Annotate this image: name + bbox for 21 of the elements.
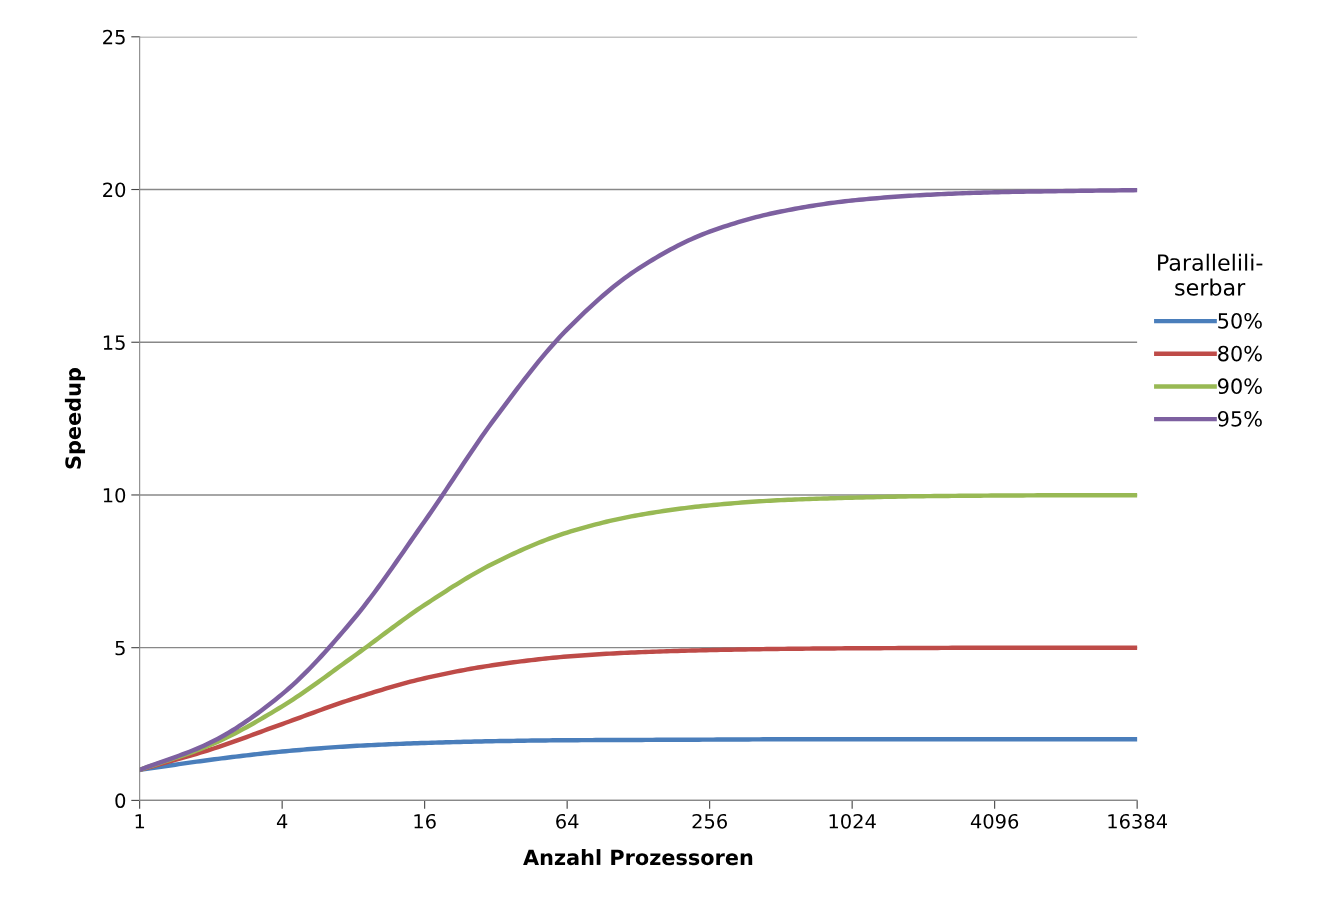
x-tick-label: 256 (692, 813, 727, 829)
x-tick-label: 4096 (970, 813, 1019, 829)
legend-label: 90% (1218, 378, 1262, 395)
x-tick-label: 64 (556, 813, 579, 829)
y-tick-label: 20 (103, 182, 126, 198)
y-axis-title: Speedup (64, 368, 86, 469)
x-tick-label: 16 (414, 813, 436, 829)
x-axis-title: Anzahl Prozessoren (523, 849, 753, 866)
x-tick-label: 16384 (1108, 813, 1167, 829)
y-tick-label: 0 (115, 793, 126, 809)
y-tick-label: 25 (103, 29, 125, 45)
x-tick-label: 1024 (829, 813, 876, 829)
y-tick-label: 5 (115, 640, 125, 656)
x-tick-label: 1 (135, 814, 145, 829)
x-tick-label: 4 (276, 814, 288, 829)
y-tick-label: 10 (103, 487, 126, 503)
legend-label: 95% (1218, 410, 1262, 427)
legend-label: 50% (1218, 312, 1262, 329)
legend-label: 80% (1218, 345, 1262, 362)
legend-title: Parallelili- serbar (1158, 253, 1263, 296)
y-tick-label: 15 (103, 335, 125, 350)
